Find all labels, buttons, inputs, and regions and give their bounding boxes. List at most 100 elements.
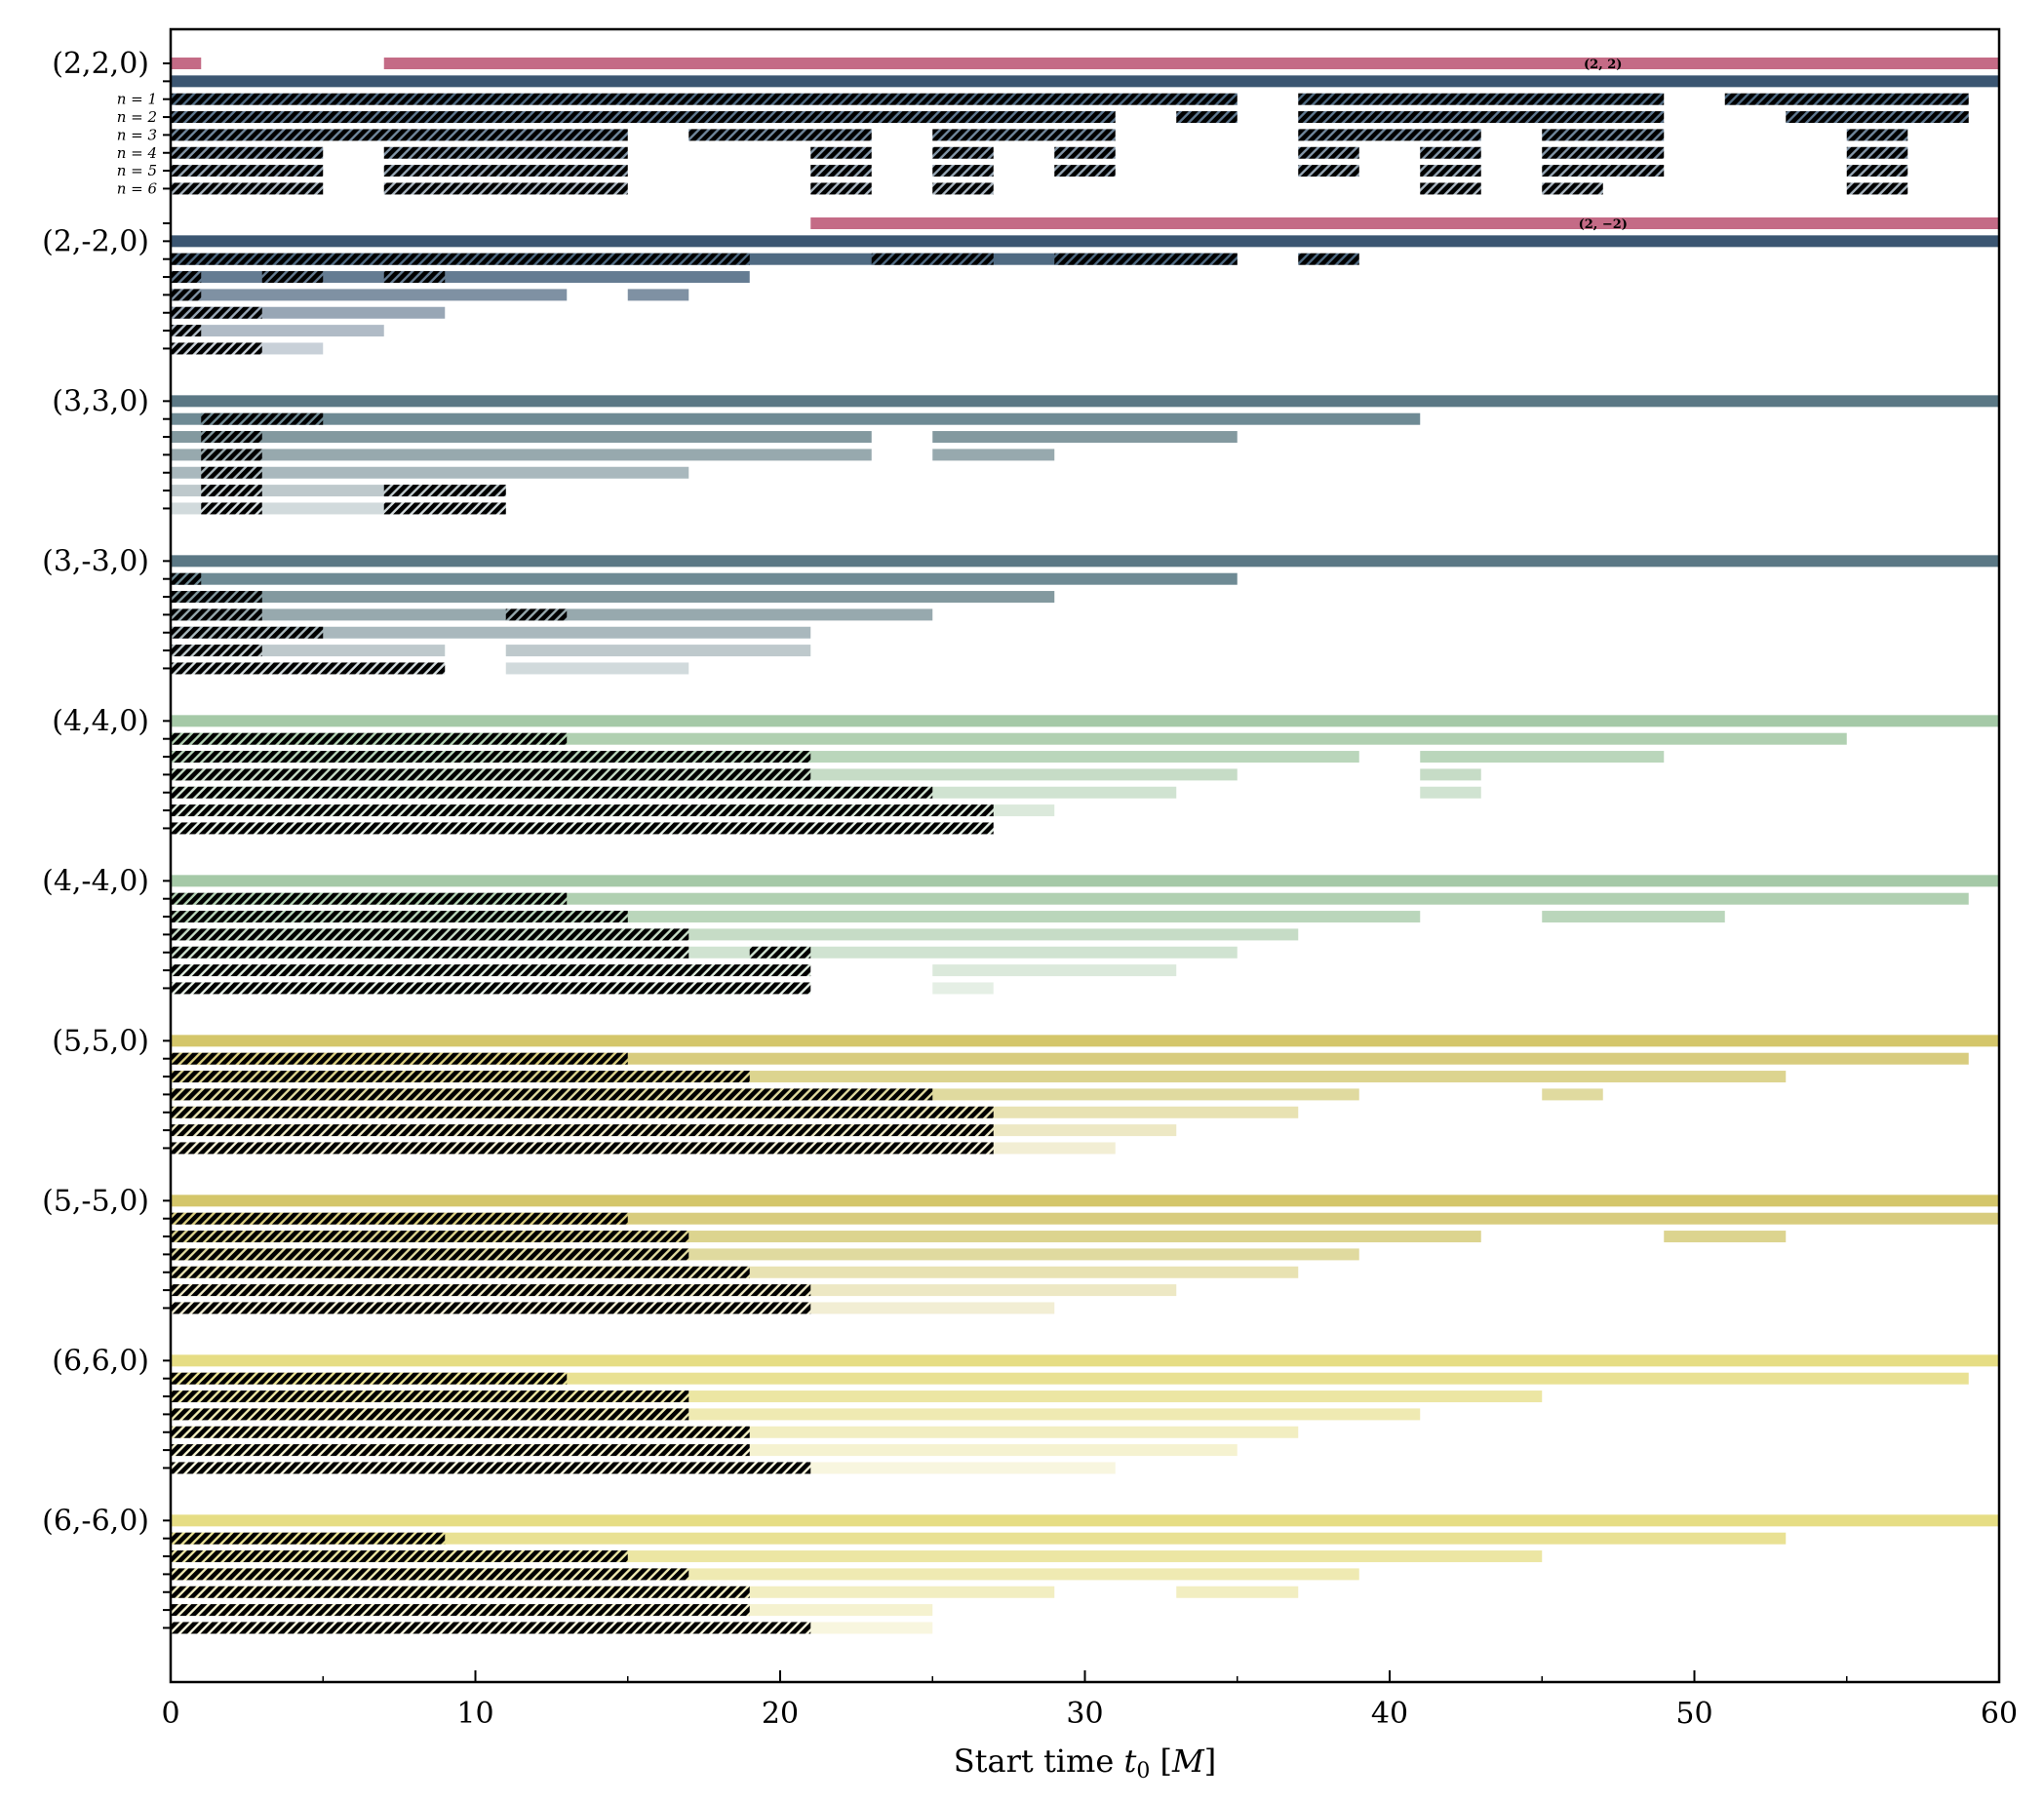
hatched-bar [171, 1071, 750, 1083]
hatched-bar [171, 1462, 811, 1474]
hatched-bar [1420, 182, 1481, 195]
interval-bar [171, 715, 1999, 727]
group-(6,-6,0) [171, 1514, 1999, 1634]
group-(5,5,0) [171, 1035, 1999, 1155]
group-label: (2,2,0) [52, 47, 149, 81]
interval-bar [171, 466, 689, 479]
hatched-bar [688, 129, 872, 141]
interval-bar [1664, 1231, 1787, 1243]
interval-bar [505, 662, 689, 675]
hatched-bar [1298, 111, 1665, 124]
hatched-bar [171, 786, 933, 799]
hatched-bar [201, 502, 262, 515]
hatched-bar [871, 253, 994, 265]
x-tick-label: 60 [1981, 1697, 2018, 1731]
hatched-bar [932, 182, 994, 195]
interval-bar [171, 732, 1847, 745]
interval-bar [171, 412, 1421, 425]
hatched-bar [171, 591, 262, 604]
hatched-bar [383, 165, 628, 177]
hatched-bar [171, 751, 811, 764]
hatched-bar [383, 485, 506, 497]
hatched-bar [171, 892, 568, 905]
hatched-bar [171, 1604, 750, 1617]
hatched-bar [1542, 165, 1665, 177]
interval-bar [171, 449, 872, 461]
hatched-bar [171, 1372, 568, 1385]
group-label: (5,5,0) [52, 1024, 149, 1058]
n-label: n = 6 [117, 179, 158, 197]
hatched-bar [1846, 129, 1908, 141]
interval-bar [1542, 911, 1725, 923]
hatched-bar [171, 165, 324, 177]
hatched-bar [1298, 129, 1481, 141]
hatched-bar [201, 466, 262, 479]
hatched-bar [171, 1391, 689, 1403]
hatched-bar [1786, 111, 1969, 124]
x-tick-label: 30 [1066, 1697, 1103, 1731]
hatched-bar [1846, 146, 1908, 159]
interval-bar [171, 875, 1999, 887]
hatched-bar [932, 165, 994, 177]
group-label: (4,-4,0) [42, 864, 149, 898]
hatched-bar [1846, 165, 1908, 177]
chart-marks: (2, 2) (2, −2) [171, 58, 1999, 1634]
group-label: (6,-6,0) [42, 1504, 149, 1538]
interval-bar [171, 325, 384, 337]
interval-bar [171, 555, 1999, 568]
hatched-bar [810, 182, 872, 195]
hatched-bar [171, 911, 628, 923]
hatched-bar [1054, 165, 1116, 177]
mirror-annotation: (2, −2) [1579, 217, 1628, 232]
x-axis: 0 10 20 30 40 50 60 [161, 1670, 2018, 1731]
interval-bar [932, 982, 994, 995]
hatched-bar [1298, 253, 1359, 265]
hatched-bar [1420, 165, 1481, 177]
hatched-bar [383, 271, 446, 284]
hatched-bar [171, 289, 202, 301]
hatched-bar [171, 768, 811, 781]
interval-bar [171, 289, 568, 301]
hatched-bar [171, 1106, 994, 1118]
interval-bar [171, 1532, 1787, 1545]
hatched-bar [1542, 146, 1665, 159]
hatched-bar [171, 572, 202, 585]
interval-bar [1420, 786, 1481, 799]
hatched-bar [171, 1532, 446, 1545]
mirror-bar [810, 217, 1999, 229]
hatched-bar [383, 146, 628, 159]
x-tick-label: 50 [1675, 1697, 1712, 1731]
hatched-bar [171, 146, 324, 159]
hatched-bar [749, 946, 811, 959]
hatched-bar [171, 129, 628, 141]
hatched-bar [171, 822, 994, 835]
group-label: (2,-2,0) [42, 224, 149, 258]
hatched-bar [932, 146, 994, 159]
interval-bar [1420, 751, 1665, 764]
hatched-bar [171, 1231, 689, 1243]
hatched-bar [383, 502, 506, 515]
mirror-annotation: (2, 2) [1584, 58, 1622, 72]
group-(6,6,0) [171, 1354, 1999, 1474]
hatched-bar [171, 182, 324, 195]
interval-bar [171, 1035, 1999, 1047]
hatched-bar [171, 253, 750, 265]
hatched-bar [1846, 182, 1908, 195]
x-axis-label: Start time t0 [M] [954, 1743, 1217, 1783]
interval-bar [1176, 1586, 1299, 1598]
hatched-bar [171, 111, 1116, 124]
hatched-bar [171, 1088, 933, 1101]
group-label: (6,6,0) [52, 1344, 149, 1378]
hatched-bar [1724, 93, 1969, 105]
hatched-bar [171, 1124, 994, 1137]
hatched-bar [171, 1266, 750, 1278]
hatched-bar [1176, 111, 1238, 124]
interval-bar [171, 591, 1055, 604]
group-(5,-5,0) [171, 1195, 1999, 1314]
interval-bar [932, 964, 1177, 977]
hatched-bar [171, 626, 324, 639]
hatched-bar [1542, 129, 1665, 141]
x-tick-label: 0 [161, 1697, 179, 1731]
hatched-bar [1420, 146, 1481, 159]
